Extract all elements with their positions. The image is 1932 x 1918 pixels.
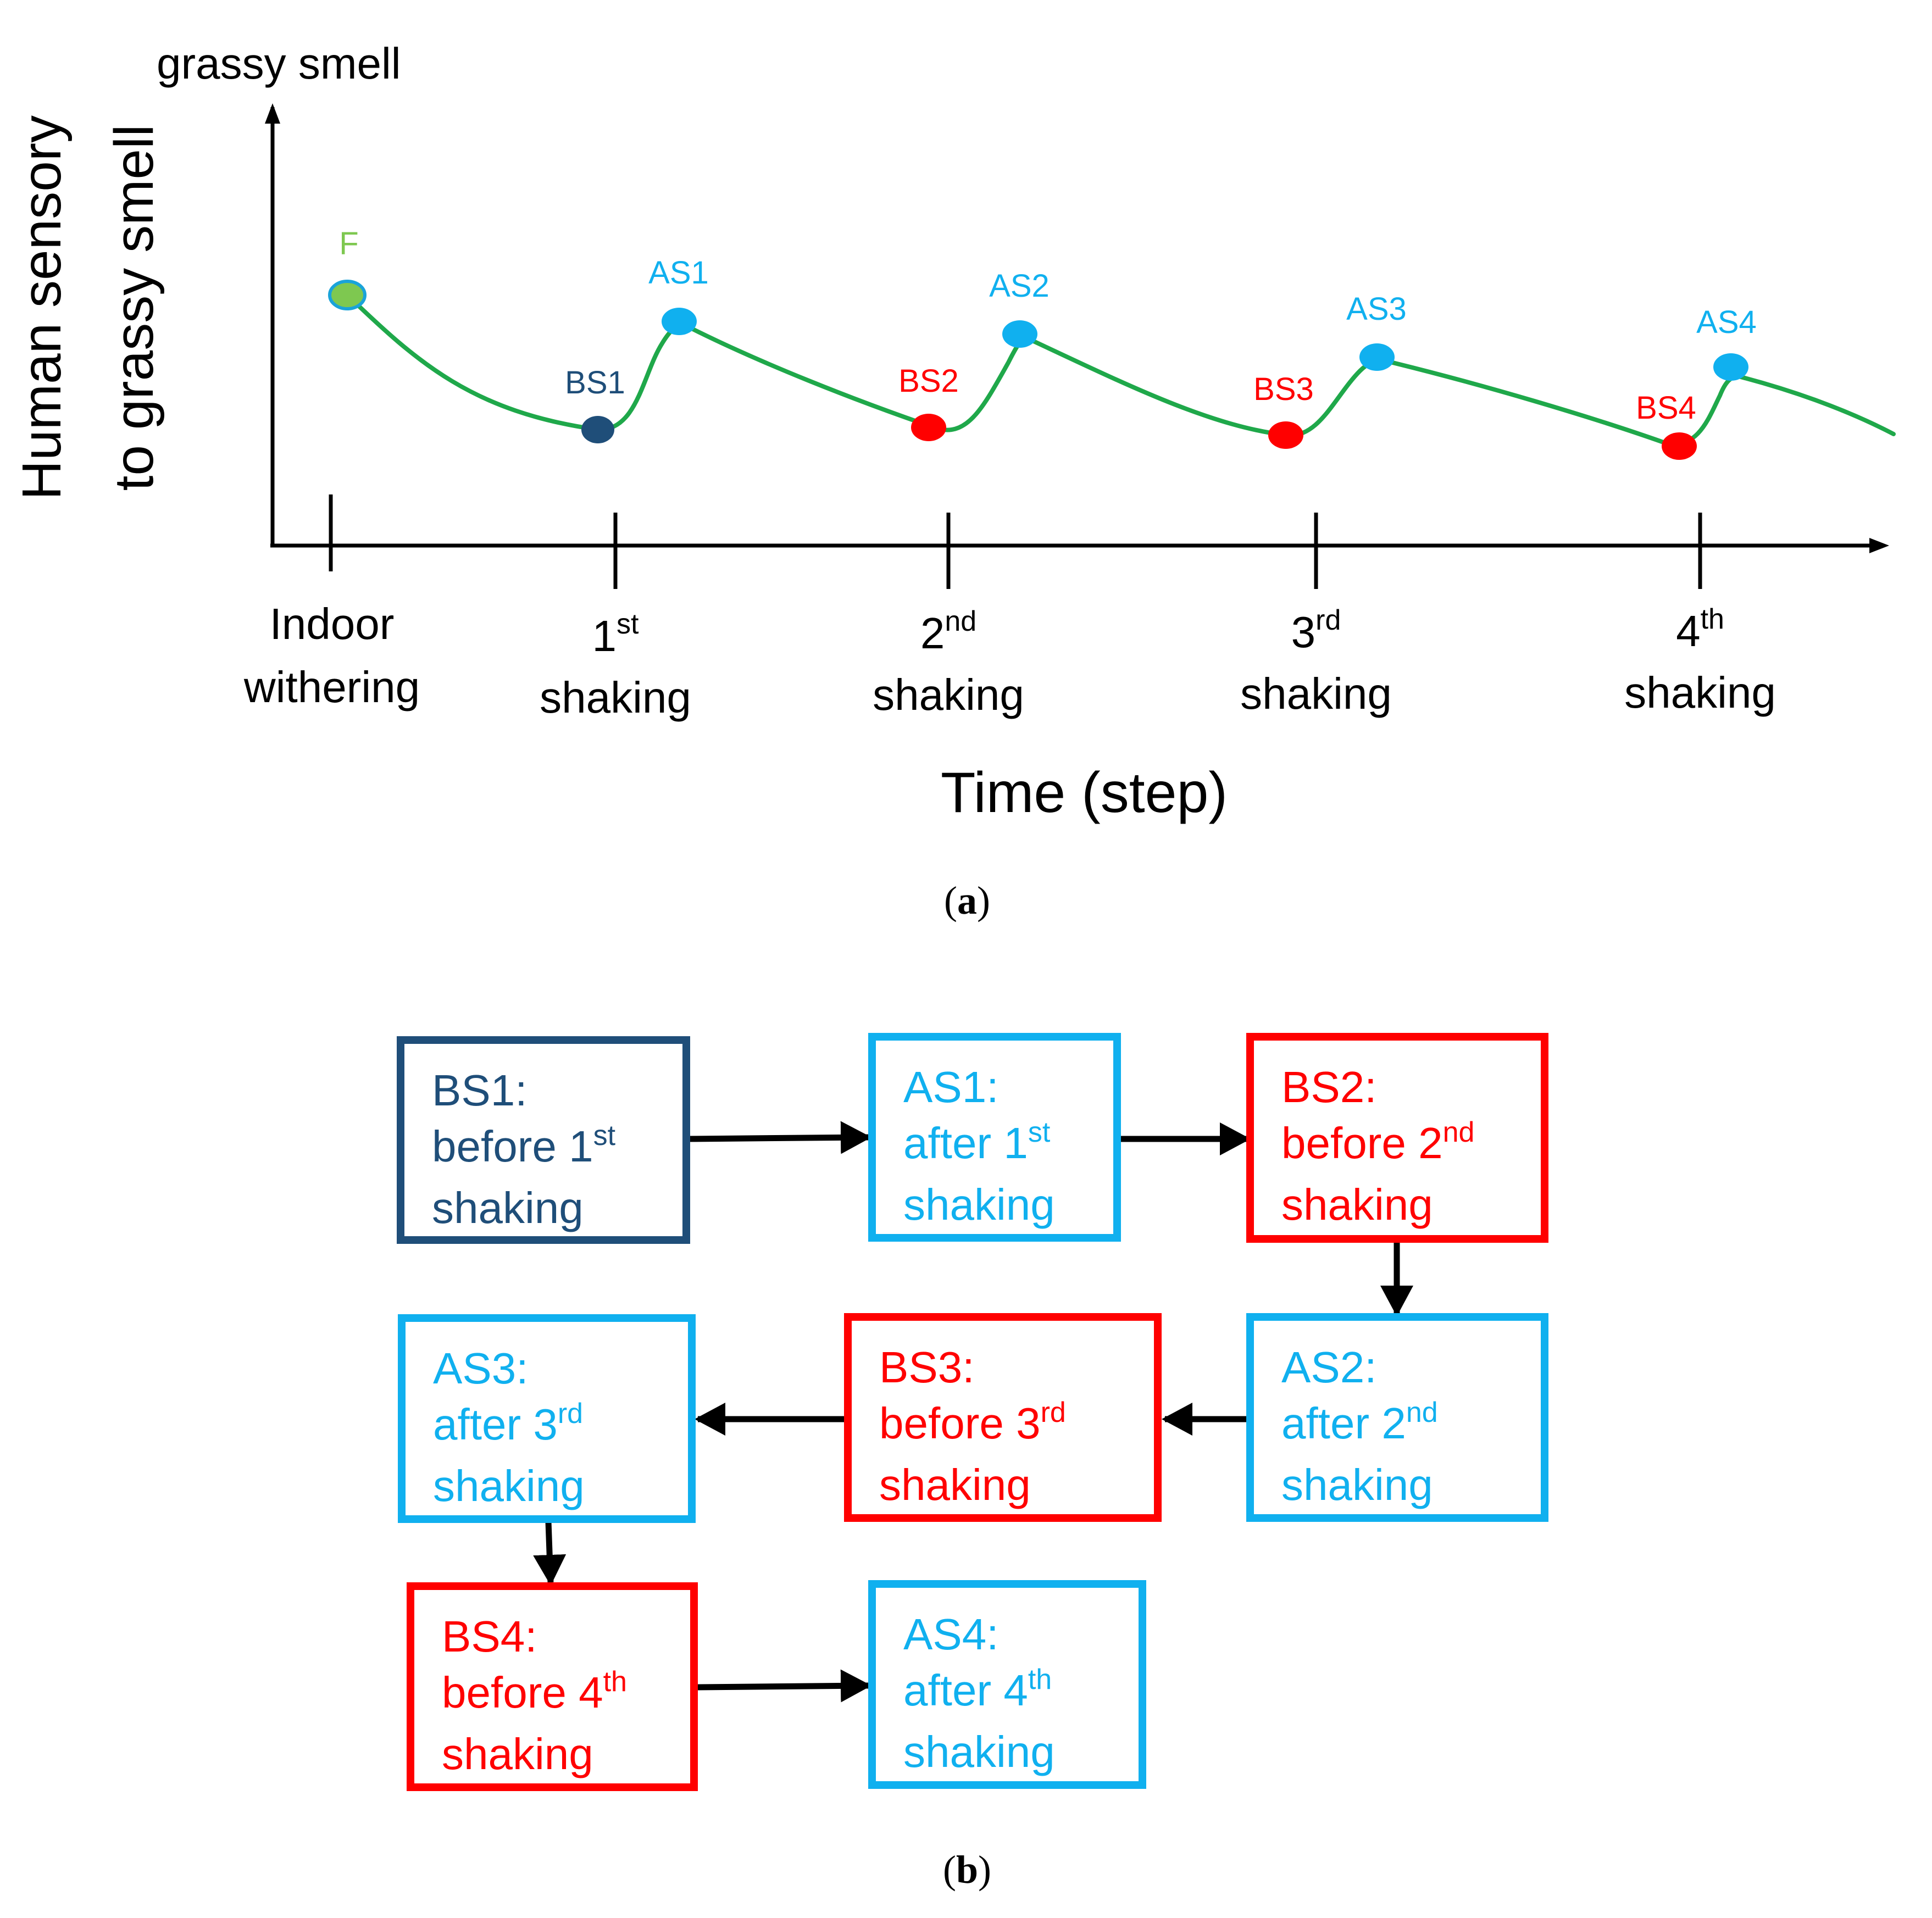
panel-a-caption-letter: a	[957, 879, 977, 922]
flow-box-as1: AS1: after 1st shaking	[868, 1033, 1121, 1242]
box-tail: shaking	[903, 1727, 1055, 1776]
panel-b-caption-letter: b	[956, 1848, 979, 1892]
x-tick-label-shaking-4: 4th shaking	[1624, 603, 1776, 717]
point-AS4-label: AS4	[1696, 304, 1757, 340]
flow-box-as3: AS3: after 3rd shaking	[398, 1314, 696, 1523]
box-tail: shaking	[442, 1730, 593, 1778]
grassy-smell-curve	[345, 293, 1896, 446]
point-BS3: BS3	[1253, 371, 1314, 449]
x-tick-label-line2: shaking	[1240, 669, 1392, 718]
point-AS2: AS2	[989, 268, 1050, 348]
arrow-as3-to-bs4	[533, 1521, 567, 1586]
panel-a-caption: (a)	[944, 879, 990, 922]
y-axis-top-label: grassy smell	[157, 39, 401, 88]
point-BS1-marker	[581, 416, 614, 443]
box-step: before 4th	[442, 1666, 627, 1717]
point-BS2-label: BS2	[898, 363, 959, 399]
x-tick-label-indoor: Indoor withering	[243, 599, 420, 711]
point-AS1-marker	[662, 308, 697, 335]
y-axis-title-line1: Human sensory	[11, 115, 73, 500]
y-axis-title-line2: to grassy smell	[103, 125, 165, 491]
box-title: AS4:	[903, 1610, 999, 1659]
point-AS3-label: AS3	[1346, 291, 1407, 327]
flow-box-bs3: BS3: before 3rd shaking	[844, 1313, 1162, 1522]
point-BS4-label: BS4	[1636, 390, 1696, 426]
point-BS3-label: BS3	[1253, 371, 1314, 407]
point-BS4: BS4	[1636, 390, 1697, 460]
box-tail: shaking	[879, 1460, 1031, 1509]
x-tick-label-line1: 1st	[592, 608, 640, 660]
box-step: before 1st	[432, 1120, 616, 1171]
x-tick-label-line1: Indoor	[270, 599, 395, 648]
x-tick-label-line1: 3rd	[1291, 604, 1341, 657]
point-AS2-marker	[1002, 320, 1037, 348]
point-BS1: BS1	[565, 365, 625, 443]
box-title: AS3:	[433, 1344, 529, 1393]
x-tick-label-shaking-2: 2nd shaking	[873, 605, 1024, 719]
box-title: BS1:	[432, 1066, 528, 1115]
box-tail: shaking	[433, 1461, 585, 1510]
point-AS3-marker	[1359, 343, 1395, 371]
box-step: before 2nd	[1281, 1116, 1475, 1168]
box-tail: shaking	[903, 1180, 1055, 1229]
point-BS4-marker	[1662, 432, 1697, 460]
box-step: after 1st	[903, 1116, 1051, 1168]
point-AS4: AS4	[1696, 304, 1757, 381]
box-tail: shaking	[1281, 1460, 1433, 1509]
flow-box-as2: AS2: after 2nd shaking	[1246, 1313, 1548, 1522]
flow-box-bs1: BS1: before 1st shaking	[397, 1036, 690, 1244]
flow-box-bs2: BS2: before 2nd shaking	[1246, 1033, 1548, 1243]
box-tail: shaking	[1281, 1180, 1433, 1229]
box-step: before 3rd	[879, 1397, 1066, 1448]
box-title: AS2:	[1281, 1343, 1377, 1392]
point-F: F	[328, 226, 367, 310]
point-AS3: AS3	[1346, 291, 1407, 371]
panel-b-caption: (b)	[942, 1848, 991, 1892]
x-tick-label-shaking-1: 1st shaking	[540, 608, 691, 722]
box-step: after 3rd	[433, 1398, 584, 1449]
x-tick-label-line1: 2nd	[920, 605, 976, 658]
x-tick-label-shaking-3: 3rd shaking	[1240, 604, 1392, 718]
box-title: BS3:	[879, 1343, 975, 1392]
x-tick-label-line2: withering	[243, 663, 420, 711]
box-title: BS2:	[1281, 1063, 1377, 1111]
point-AS2-label: AS2	[989, 268, 1050, 304]
x-axis-arrowhead	[1869, 538, 1889, 553]
box-step: after 4th	[903, 1664, 1052, 1715]
point-BS2: BS2	[898, 363, 959, 441]
x-tick-label-line2: shaking	[540, 673, 691, 722]
arrow-bs1-to-as1	[687, 1121, 871, 1154]
arrow-bs4-to-as4	[697, 1669, 871, 1703]
x-axis-title: Time (step)	[941, 761, 1228, 825]
flow-box-bs4: BS4: before 4th shaking	[407, 1582, 698, 1791]
point-AS4-marker	[1713, 353, 1748, 381]
point-F-marker	[328, 280, 367, 310]
flow-arrows	[533, 1121, 1413, 1703]
point-BS3-marker	[1268, 421, 1303, 449]
point-AS1-label: AS1	[648, 255, 709, 291]
x-tick-label-line2: shaking	[873, 670, 1024, 719]
y-axis-title: Human sensory to grassy smell	[11, 115, 165, 500]
flow-box-as4: AS4: after 4th shaking	[868, 1580, 1146, 1789]
point-BS1-label: BS1	[565, 365, 625, 401]
x-tick-label-line2: shaking	[1624, 668, 1776, 717]
box-tail: shaking	[432, 1183, 584, 1232]
point-F-label: F	[339, 226, 358, 262]
x-tick-label-line1: 4th	[1676, 603, 1724, 655]
box-title: BS4:	[442, 1612, 537, 1661]
point-BS2-marker	[911, 414, 946, 441]
point-AS1: AS1	[648, 255, 709, 335]
box-step: after 2nd	[1281, 1397, 1438, 1448]
box-title: AS1:	[903, 1063, 999, 1111]
y-axis-arrowhead	[265, 103, 280, 124]
